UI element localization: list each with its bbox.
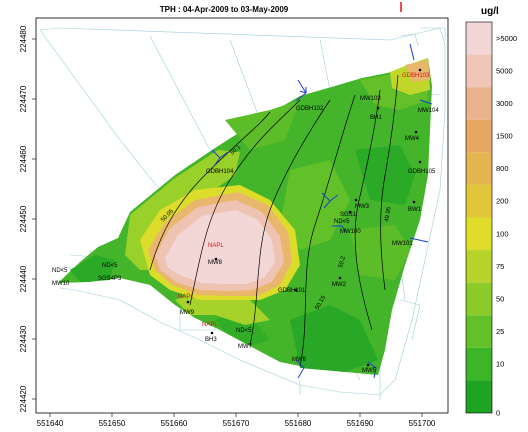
well-label: MW7 bbox=[238, 344, 253, 350]
y-axis-labels: 224420 224430 224440 224450 224460 22447… bbox=[19, 25, 28, 412]
well-label: NAPL bbox=[202, 322, 218, 328]
x-axis bbox=[49, 413, 423, 417]
x-tick-label: 551690 bbox=[347, 419, 374, 428]
well-label: NAPL bbox=[178, 294, 194, 300]
y-axis bbox=[32, 38, 36, 400]
legend-swatch bbox=[466, 282, 492, 316]
well-label: ND<5 bbox=[236, 328, 252, 334]
legend-label: 10 bbox=[496, 360, 504, 369]
well-label: MW5 bbox=[362, 368, 377, 374]
y-tick-label: 224420 bbox=[19, 385, 28, 412]
x-tick-label: 551650 bbox=[99, 419, 126, 428]
y-tick-label: 224470 bbox=[19, 85, 28, 112]
well-label: SGS1 bbox=[340, 212, 357, 218]
legend-label: 5000 bbox=[496, 66, 513, 75]
legend-swatch bbox=[466, 152, 492, 185]
well-label: MW103 bbox=[360, 96, 381, 102]
legend-swatch bbox=[466, 184, 492, 218]
well-label: SGS4P3 bbox=[98, 276, 122, 282]
legend-label: 3000 bbox=[496, 99, 513, 108]
legend-label: 75 bbox=[496, 262, 504, 271]
well-label: GDBH102 bbox=[296, 106, 324, 112]
well-label: MW6 bbox=[292, 357, 307, 363]
well-label: GDBH101 bbox=[278, 288, 306, 294]
well-markers bbox=[186, 68, 422, 367]
legend-frame bbox=[465, 21, 493, 414]
y-tick-label: 224450 bbox=[19, 205, 28, 232]
legend-swatch bbox=[466, 119, 492, 153]
well-label: ND<5 bbox=[102, 263, 118, 269]
well-label: GDBH105 bbox=[408, 169, 436, 175]
well-label: MW100 bbox=[340, 229, 361, 235]
y-tick-label: 224430 bbox=[19, 325, 28, 352]
legend-label: 25 bbox=[496, 327, 504, 336]
legend-label: 1500 bbox=[496, 132, 513, 141]
well-label: MW101 bbox=[392, 241, 413, 247]
flow-arrows bbox=[211, 43, 433, 379]
well-label: MW10 bbox=[52, 281, 70, 287]
well-label: GDBH103 bbox=[402, 73, 430, 79]
legend-swatch bbox=[466, 380, 492, 413]
legend-swatch bbox=[466, 347, 492, 381]
x-tick-label: 551700 bbox=[409, 419, 436, 428]
well-label: ND<5 bbox=[52, 268, 68, 274]
groundwater-contours bbox=[149, 74, 399, 367]
x-tick-label: 551640 bbox=[37, 419, 64, 428]
well-label: MW9 bbox=[180, 310, 195, 316]
well-label: MW2 bbox=[332, 282, 347, 288]
contour-label: 50.2 bbox=[338, 255, 347, 268]
well-label: BH1 bbox=[370, 115, 382, 121]
well-label: MW8 bbox=[208, 260, 223, 266]
x-tick-label: 551670 bbox=[223, 419, 250, 428]
legend-swatch bbox=[466, 217, 492, 251]
legend-swatch bbox=[466, 315, 492, 348]
legend-label: 200 bbox=[496, 197, 509, 206]
well-label: MW4 bbox=[405, 136, 420, 142]
legend-swatch bbox=[466, 54, 492, 88]
well-label: MW3 bbox=[355, 204, 370, 210]
legend-swatch bbox=[466, 250, 492, 283]
y-tick-label: 224480 bbox=[19, 25, 28, 52]
well-label: MW104 bbox=[418, 108, 439, 114]
legend-label: 100 bbox=[496, 229, 509, 238]
concentration-surface bbox=[58, 58, 432, 375]
legend-swatch bbox=[466, 87, 492, 120]
legend-title: ug/l bbox=[481, 6, 499, 17]
contour-label: 49.95 bbox=[384, 206, 393, 222]
y-tick-label: 224440 bbox=[19, 265, 28, 292]
x-axis-labels: 551640 551650 551660 551670 551680 55169… bbox=[37, 419, 436, 428]
well-label: ND<5 bbox=[334, 219, 350, 225]
map-title: TPH : 04-Apr-2009 to 03-May-2009 bbox=[160, 5, 289, 14]
well-label: BH3 bbox=[205, 337, 217, 343]
legend-label: >5000 bbox=[496, 34, 517, 43]
x-tick-label: 551660 bbox=[161, 419, 188, 428]
well-label: NAPL bbox=[208, 243, 224, 249]
well-label: GDBH104 bbox=[206, 169, 234, 175]
legend-label: 50 bbox=[496, 294, 504, 303]
legend-label: 0 bbox=[496, 409, 500, 418]
y-tick-label: 224460 bbox=[19, 145, 28, 172]
well-labels: GDBH103 MW103 MW104 BH1 GDBH102 MW4 GDBH… bbox=[52, 73, 439, 374]
legend-label: 800 bbox=[496, 164, 509, 173]
well-label: BW1 bbox=[408, 207, 422, 213]
x-tick-label: 551680 bbox=[285, 419, 312, 428]
legend-swatch bbox=[466, 22, 492, 55]
